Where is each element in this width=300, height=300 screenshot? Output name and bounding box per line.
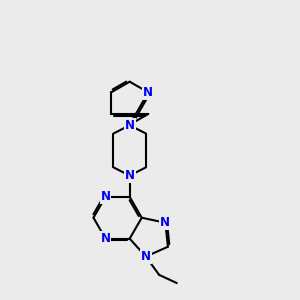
Text: N: N xyxy=(143,86,153,99)
Text: N: N xyxy=(100,232,110,245)
Text: N: N xyxy=(160,216,170,229)
Text: N: N xyxy=(125,119,135,132)
Text: N: N xyxy=(141,250,151,263)
Text: N: N xyxy=(125,169,135,182)
Text: N: N xyxy=(100,190,110,203)
